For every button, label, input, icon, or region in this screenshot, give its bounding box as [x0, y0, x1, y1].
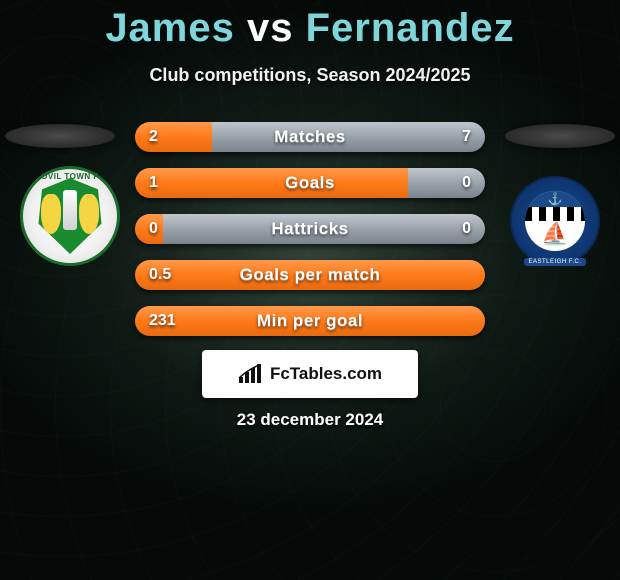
brand-text: FcTables.com [270, 364, 382, 384]
subtitle: Club competitions, Season 2024/2025 [0, 65, 620, 86]
bar-segment-left [135, 168, 408, 198]
comparison-bars: Matches27 Goals10 Hattricks00 Goals per mat… [135, 122, 485, 352]
title-player2: Fernandez [306, 6, 515, 50]
crest-shadow-right [505, 124, 615, 148]
bar-segment-right [212, 122, 485, 152]
crest-right-text: EASTLEIGH F.C. [524, 258, 585, 266]
title-vs: vs [247, 6, 294, 50]
stat-bar: Hattricks00 [135, 214, 485, 244]
bar-segment-right [408, 168, 485, 198]
crest-right-inner: ⚓ ⛵ [525, 191, 585, 251]
title-player1: James [105, 6, 235, 50]
stat-bar: Matches27 [135, 122, 485, 152]
page-title: James vs Fernandez [0, 0, 620, 51]
bar-segment-left [135, 214, 163, 244]
club-crest-left: OVIL TOWN F [20, 166, 120, 266]
bar-segment-left [135, 306, 485, 336]
stat-bar: Min per goal231 [135, 306, 485, 336]
crest-left-shield [35, 178, 105, 254]
bar-segment-right [163, 214, 485, 244]
bar-segment-left [135, 260, 485, 290]
stat-bar: Goals per match0.5 [135, 260, 485, 290]
date-text: 23 december 2024 [0, 410, 620, 430]
club-crest-right: ⚓ ⛵ EASTLEIGH F.C. [510, 176, 600, 266]
stat-bar: Goals10 [135, 168, 485, 198]
ship-icon: ⛵ [541, 223, 568, 245]
bar-chart-icon [238, 363, 264, 385]
crest-shadow-left [5, 124, 115, 148]
brand-badge: FcTables.com [202, 350, 418, 398]
bar-segment-left [135, 122, 212, 152]
